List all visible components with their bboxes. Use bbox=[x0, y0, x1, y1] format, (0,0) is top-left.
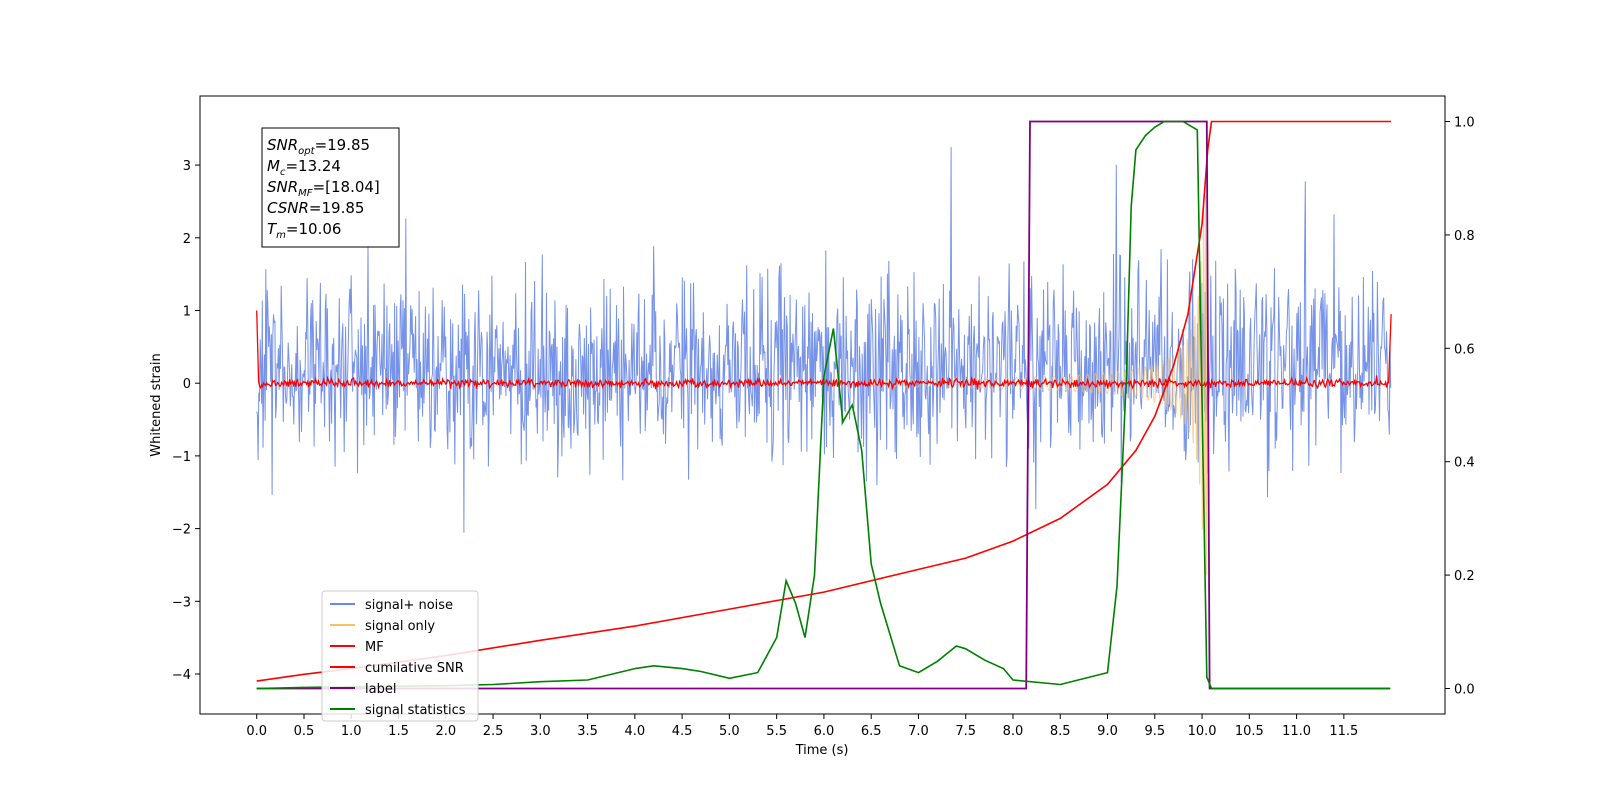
x-tick-label: 1.0 bbox=[341, 724, 362, 739]
legend-label: signal+ noise bbox=[365, 598, 453, 613]
x-tick-label: 8.0 bbox=[1003, 724, 1024, 739]
info-snr-mf: SNRMF=[18.04] bbox=[267, 178, 380, 199]
x-tick-label: 7.5 bbox=[955, 724, 976, 739]
series-signal-only bbox=[870, 192, 1208, 576]
x-tick-label: 11.0 bbox=[1282, 724, 1311, 739]
legend-label: signal only bbox=[365, 619, 435, 634]
x-tick-label: 0.0 bbox=[246, 724, 267, 739]
x-tick-label: 2.5 bbox=[483, 724, 504, 739]
y-right-tick-label: 1.0 bbox=[1454, 116, 1475, 131]
x-tick-label: 10.5 bbox=[1235, 724, 1264, 739]
y-right-tick-label: 0.6 bbox=[1454, 342, 1475, 357]
y-tick-label: −2 bbox=[172, 523, 191, 538]
y-tick-label: −3 bbox=[172, 595, 191, 610]
x-tick-label: 1.5 bbox=[388, 724, 409, 739]
y-tick-label: 2 bbox=[183, 232, 191, 247]
y-tick-label: 0 bbox=[183, 377, 191, 392]
info-csnr: CSNR=19.85 bbox=[267, 199, 364, 217]
y-tick-label: −4 bbox=[172, 668, 191, 683]
x-tick-label: 10.0 bbox=[1188, 724, 1217, 739]
x-tick-label: 4.0 bbox=[625, 724, 646, 739]
y-right-tick-label: 0.4 bbox=[1454, 456, 1475, 471]
y-right-tick-label: 0.2 bbox=[1454, 569, 1475, 584]
legend: signal+ noise signal only MF cumilative SNR… bbox=[321, 590, 479, 722]
y-tick-label: −1 bbox=[172, 450, 191, 465]
y-axis-label: Whitened strain bbox=[149, 353, 164, 456]
y-tick-label: 1 bbox=[183, 304, 191, 319]
x-tick-label: 5.5 bbox=[766, 724, 787, 739]
y-tick-label: 3 bbox=[183, 159, 191, 174]
axes-frame bbox=[199, 95, 1446, 715]
x-axis-label: Time (s) bbox=[795, 743, 849, 758]
axis-ticks: 0.0 0.5 1.0 1.5 2.0 2.5 3.0 3.5 4.0 4.5 5.0 5.5 6.0 6… bbox=[172, 116, 1475, 739]
x-tick-label: 9.0 bbox=[1097, 724, 1118, 739]
x-tick-label: 7.0 bbox=[908, 724, 929, 739]
legend-label: signal statistics bbox=[365, 703, 466, 718]
y-right-tick-label: 0.0 bbox=[1454, 682, 1475, 697]
x-tick-label: 6.5 bbox=[861, 724, 882, 739]
x-tick-label: 3.0 bbox=[530, 724, 551, 739]
x-tick-label: 8.5 bbox=[1050, 724, 1071, 739]
series-signal-statistics bbox=[256, 120, 1391, 690]
x-tick-label: 4.5 bbox=[672, 724, 693, 739]
y-right-tick-label: 0.8 bbox=[1454, 229, 1475, 244]
info-mc: Mc=13.24 bbox=[267, 157, 341, 178]
x-tick-label: 6.0 bbox=[814, 724, 835, 739]
x-tick-label: 11.5 bbox=[1329, 724, 1358, 739]
legend-label: label bbox=[365, 682, 396, 697]
info-snr-opt: SNRopt=19.85 bbox=[267, 136, 370, 157]
x-tick-label: 0.5 bbox=[294, 724, 315, 739]
legend-label: cumilative SNR bbox=[365, 661, 464, 676]
legend-label: MF bbox=[365, 640, 384, 655]
info-tm: Tm=10.06 bbox=[267, 220, 341, 241]
x-tick-label: 9.5 bbox=[1144, 724, 1165, 739]
x-tick-label: 2.0 bbox=[435, 724, 456, 739]
info-box: SNRopt=19.85 Mc=13.24 SNRMF=[18.04] CSNR… bbox=[261, 127, 400, 248]
x-tick-label: 5.0 bbox=[719, 724, 740, 739]
x-tick-label: 3.5 bbox=[577, 724, 598, 739]
